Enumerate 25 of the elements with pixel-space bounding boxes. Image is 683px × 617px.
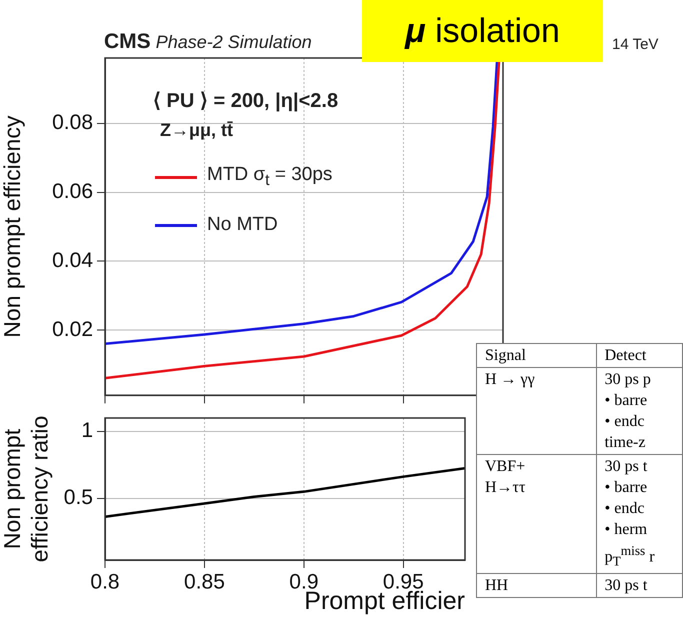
y-tick-label: 0.06 (52, 180, 93, 204)
y-tick-label: 1 (81, 419, 93, 442)
text: 30 ps t (596, 573, 682, 598)
text: HH (476, 573, 596, 598)
y-axis-title: Non prompt efficiency ratio (0, 416, 53, 562)
y-axis-title: Non prompt efficiency (0, 115, 26, 338)
annotation: Z→μμ, tt̄ (160, 120, 234, 141)
text: 30 ps t • barre • endc • herm p$_{T}$$^{miss}$ r (596, 454, 682, 574)
annotation: Signal (476, 344, 596, 368)
text: 14 TeV (612, 36, 658, 53)
y-tick-label: 0.02 (52, 318, 93, 341)
legend-label: No MTD (207, 214, 278, 236)
x-tick-label: 0.85 (184, 570, 225, 594)
y-tick-label: 0.5 (64, 486, 93, 510)
annotation: ⟨ PU ⟩ = 200, |η|<2.8 (153, 89, 338, 113)
legend-label: MTD σ$_{t}$ = 30ps (207, 164, 332, 190)
text: VBF+ H→ττ (476, 454, 596, 574)
y-tick-label: 0.04 (52, 248, 94, 272)
text: Detect (596, 344, 682, 368)
chart-title: μ isolation (362, 0, 603, 62)
text: 30 ps p • barre • endc time-z (596, 368, 682, 454)
x-tick-label: 0.8 (90, 570, 120, 594)
chart-subtitle: CMS Phase-2 Simulation (104, 30, 312, 53)
y-tick-label: 0.08 (52, 111, 93, 134)
annotation: H → γγ (476, 368, 596, 454)
